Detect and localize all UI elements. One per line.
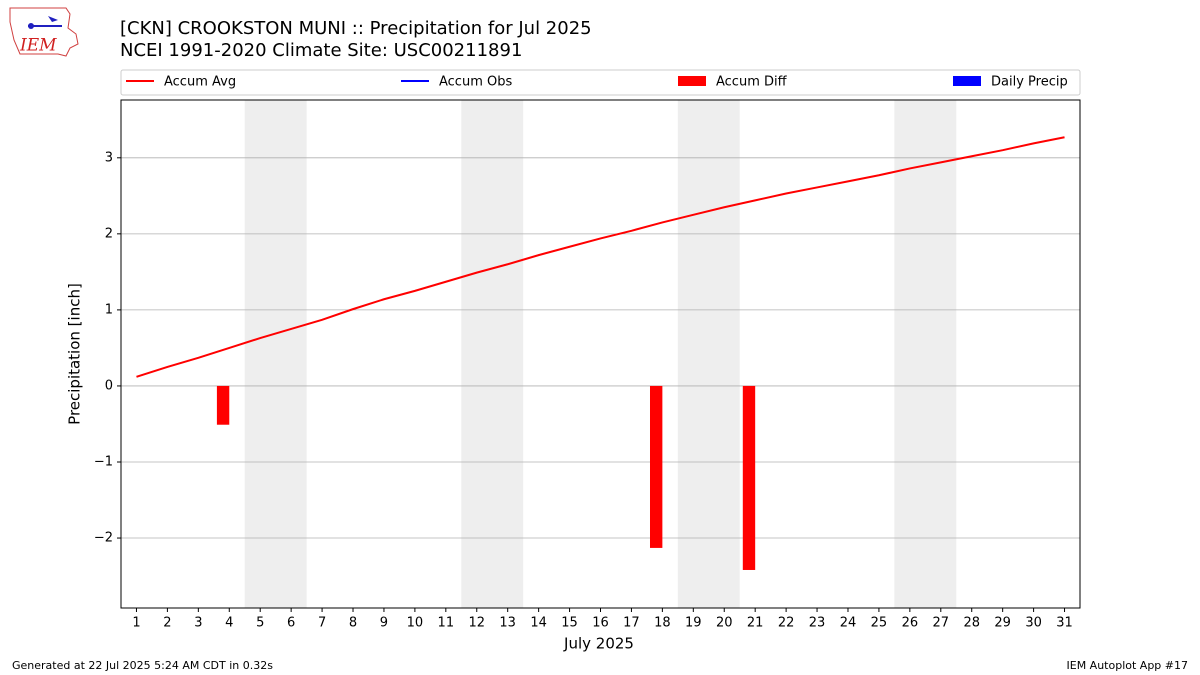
weekend-shade [244,100,307,608]
x-tick-label: 14 [530,616,547,631]
x-tick-label: 9 [380,616,388,631]
x-tick-label: 22 [778,616,795,631]
plot-frame [120,99,1081,609]
legend-swatch [953,76,981,86]
x-axis-label: July 2025 [563,635,634,653]
legend-swatch [678,76,706,86]
accum-line [136,136,1065,378]
x-tick-label: 8 [349,616,357,631]
x-tick-label: 26 [902,616,919,631]
x-tick-label: 15 [561,616,578,631]
logo-dot [28,23,34,29]
diff-bar [649,385,663,548]
x-tick-label: 12 [468,616,485,631]
logo: IEM [9,7,79,57]
x-tick-label: 18 [654,616,671,631]
x-tick-label: 25 [871,616,888,631]
x-tick-label: 29 [994,616,1011,631]
x-tick-label: 21 [747,616,764,631]
weekend-shade [677,100,740,608]
x-tick-label: 28 [963,616,980,631]
y-tick-label: −1 [94,454,113,469]
chart-subtitle: NCEI 1991-2020 Climate Site: USC00211891 [120,40,522,61]
y-axis-label: Precipitation [inch] [66,283,84,425]
logo-outline [9,7,79,57]
x-tick-label: 13 [499,616,516,631]
x-tick-label: 31 [1056,616,1073,631]
x-tick-label: 4 [225,616,233,631]
y-tick-label: 2 [105,226,113,241]
x-tick-label: 5 [256,616,264,631]
legend-label: Daily Precip [991,75,1068,90]
legend-label: Accum Obs [439,75,512,90]
weekend-shade [461,100,524,608]
chart-title: [CKN] CROOKSTON MUNI :: Precipitation fo… [120,18,592,39]
y-tick-label: 3 [105,150,113,165]
x-tick-label: 10 [407,616,424,631]
x-tick-label: 19 [685,616,702,631]
x-tick-label: 1 [132,616,140,631]
y-tick-label: 1 [105,302,113,317]
weekend-shade [894,100,957,608]
x-tick-label: 3 [194,616,202,631]
x-tick-label: 27 [933,616,950,631]
x-tick-label: 16 [592,616,609,631]
x-tick-label: 17 [623,616,640,631]
x-tick-label: 20 [716,616,733,631]
footer-right: IEM Autoplot App #17 [1067,659,1189,672]
x-tick-label: 24 [840,616,857,631]
logo-text: IEM [19,36,57,56]
logo-shape [48,16,58,22]
legend-box [120,69,1081,96]
x-tick-label: 23 [809,616,826,631]
legend-label: Accum Avg [164,75,236,90]
diff-bar [742,385,756,570]
y-tick-label: −2 [94,531,113,546]
x-tick-label: 11 [438,616,455,631]
x-tick-label: 2 [163,616,171,631]
y-tick-label: 0 [105,378,113,393]
x-tick-label: 30 [1025,616,1042,631]
diff-bar [216,385,230,425]
x-tick-label: 7 [318,616,326,631]
x-tick-label: 6 [287,616,295,631]
footer-left: Generated at 22 Jul 2025 5:24 AM CDT in … [12,659,273,672]
legend-label: Accum Diff [716,75,788,90]
